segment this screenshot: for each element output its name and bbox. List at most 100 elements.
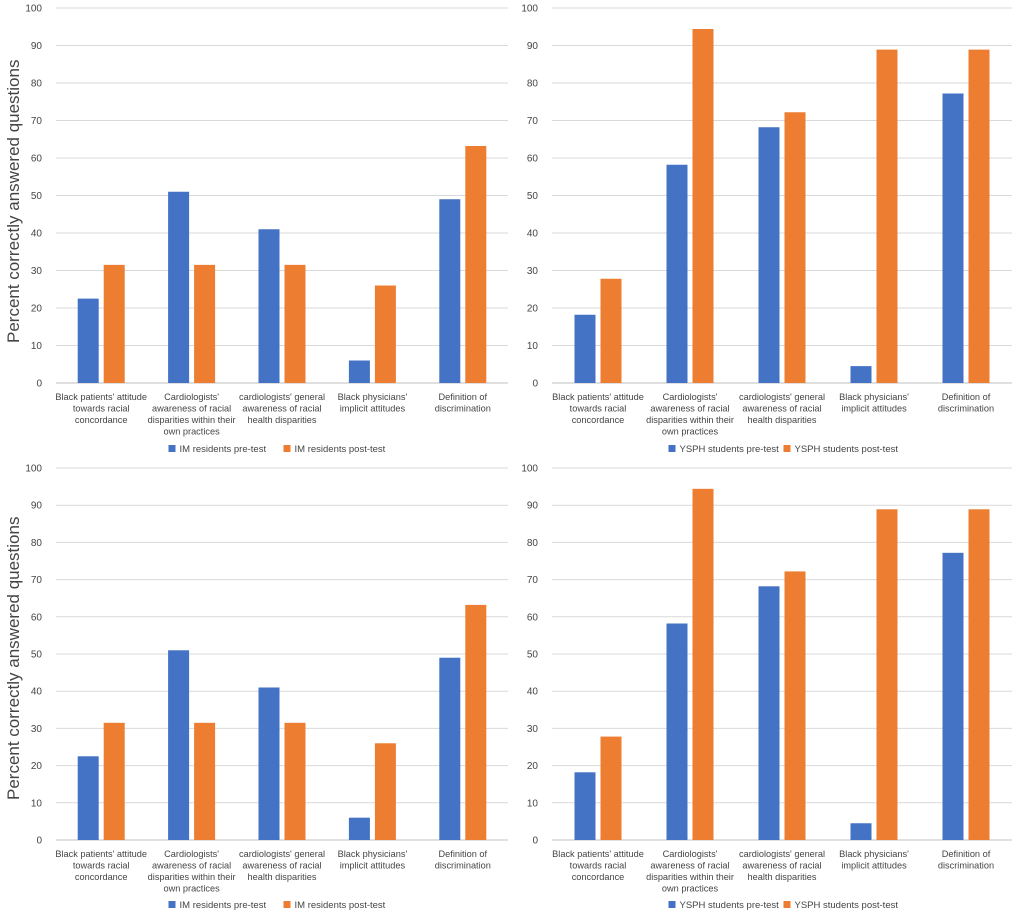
x-category-label: Black physicians' implicit attitudes (338, 392, 408, 414)
y-tick-label: 70 (31, 575, 43, 586)
bar-post-5 (968, 509, 990, 840)
y-tick-label: 90 (527, 501, 539, 512)
bar-post-5 (968, 49, 990, 383)
y-tick-label: 20 (31, 304, 43, 315)
legend-swatch-post (783, 901, 791, 908)
x-category-label: Black physicians' implicit attitudes (839, 849, 909, 871)
legend-swatch-pre (168, 445, 176, 452)
bar-post-5 (465, 604, 487, 840)
bar-post-3 (784, 571, 806, 840)
bar-pre-2 (666, 623, 688, 840)
y-axis-title-bottom: Percent correctly answered questions (4, 516, 23, 800)
x-category-label: Black patients' attitude towards racial co… (552, 392, 644, 425)
y-tick-label: 40 (31, 687, 43, 698)
y-tick-label: 100 (25, 4, 42, 15)
y-tick-label: 20 (527, 304, 539, 315)
bar-pre-5 (942, 93, 964, 383)
y-tick-label: 80 (31, 79, 43, 90)
bar-pre-2 (168, 191, 190, 383)
legend-swatch-post (283, 901, 291, 908)
legend-swatch-post (283, 445, 291, 452)
y-tick-label: 10 (31, 798, 43, 809)
y-tick-label: 10 (31, 341, 43, 352)
y-tick-label: 20 (527, 761, 539, 772)
x-category-label: Cardiologists' awareness of racial dispari… (148, 849, 236, 894)
bar-post-2 (692, 488, 714, 840)
bar-post-2 (692, 29, 714, 383)
x-category-label: Black physicians' implicit attitudes (839, 392, 909, 414)
y-tick-label: 60 (31, 154, 43, 165)
x-category-label: cardiologists' general awareness of racia… (739, 849, 825, 882)
x-category-label: Definition of discrimination (938, 849, 994, 871)
bar-pre-1 (77, 298, 99, 383)
bar-pre-1 (77, 756, 99, 840)
bar-post-4 (876, 509, 898, 840)
y-tick-label: 10 (527, 798, 539, 809)
x-category-label: Cardiologists' awareness of racial dispari… (646, 392, 734, 437)
y-tick-label: 50 (527, 650, 539, 661)
legend-swatch-post (783, 445, 791, 452)
bar-pre-4 (348, 360, 370, 383)
y-tick-label: 20 (31, 761, 43, 772)
x-category-label: cardiologists' general awareness of racia… (239, 849, 325, 882)
bar-post-2 (194, 264, 216, 383)
chart-panel-bottom-right: 0 10 20 30 40 50 60 70 80 90 100 Black patients' at… (521, 464, 1012, 911)
y-tick-label: 0 (36, 379, 42, 390)
legend: YSPH students pre-test YSPH students post… (668, 900, 898, 911)
x-category-label: cardiologists' general awareness of racia… (739, 392, 825, 425)
legend-label-pre: YSPH students pre-test (680, 444, 780, 455)
legend-swatch-pre (168, 901, 176, 908)
y-tick-label: 60 (31, 612, 43, 623)
legend-label-pre: YSPH students pre-test (680, 900, 780, 911)
bar-pre-1 (574, 314, 596, 383)
y-tick-label: 80 (31, 538, 43, 549)
legend-label-post: YSPH students post-test (795, 444, 899, 455)
bar-pre-4 (850, 366, 872, 383)
bar-pre-3 (258, 229, 280, 383)
y-tick-label: 40 (527, 229, 539, 240)
bar-post-1 (600, 736, 622, 840)
y-tick-label: 100 (521, 464, 538, 475)
x-category-label: cardiologists' general awareness of racia… (239, 392, 325, 425)
chart-panel-top-right: 0 10 20 30 40 50 60 70 80 90 100 Black patients' at… (521, 4, 1012, 455)
bar-post-1 (103, 722, 125, 840)
bar-pre-2 (168, 650, 190, 840)
bar-pre-4 (348, 817, 370, 840)
y-tick-label: 60 (527, 612, 539, 623)
x-category-label: Definition of discrimination (938, 392, 994, 414)
bar-post-1 (600, 278, 622, 383)
bar-pre-4 (850, 823, 872, 840)
bar-pre-5 (942, 552, 964, 840)
legend-label-pre: IM residents pre-test (180, 900, 267, 911)
bar-pre-5 (439, 657, 461, 840)
y-tick-label: 60 (527, 154, 539, 165)
y-tick-label: 30 (31, 724, 43, 735)
y-tick-label: 0 (36, 836, 42, 847)
x-category-label: Black patients' attitude towards racial co… (552, 849, 644, 882)
y-tick-label: 30 (527, 266, 539, 277)
y-tick-label: 50 (31, 191, 43, 202)
legend: YSPH students pre-test YSPH students post… (668, 444, 899, 455)
y-tick-label: 70 (31, 116, 43, 127)
y-tick-label: 30 (527, 724, 539, 735)
bar-post-1 (103, 264, 125, 383)
legend-label-post: IM residents post-test (295, 900, 386, 911)
legend-swatch-pre (668, 901, 676, 908)
bar-post-5 (465, 146, 487, 383)
bar-pre-2 (666, 164, 688, 383)
y-tick-label: 70 (527, 116, 539, 127)
y-tick-label: 70 (527, 575, 539, 586)
x-category-label: Definition of discrimination (435, 849, 491, 871)
x-category-label: Black physicians' implicit attitudes (338, 849, 408, 871)
y-tick-label: 100 (25, 464, 42, 475)
legend: IM residents pre-test IM residents post-t… (168, 900, 386, 911)
legend-swatch-pre (668, 445, 676, 452)
y-tick-label: 90 (31, 501, 43, 512)
y-tick-label: 90 (31, 41, 43, 52)
bar-pre-1 (574, 772, 596, 840)
y-tick-label: 50 (31, 650, 43, 661)
y-tick-label: 50 (527, 191, 539, 202)
bar-pre-3 (758, 127, 780, 383)
chart-panel-top-left: 0 10 20 30 40 50 60 70 80 90 100 Black patients' at… (25, 4, 508, 455)
legend: IM residents pre-test IM residents post-t… (168, 444, 386, 455)
